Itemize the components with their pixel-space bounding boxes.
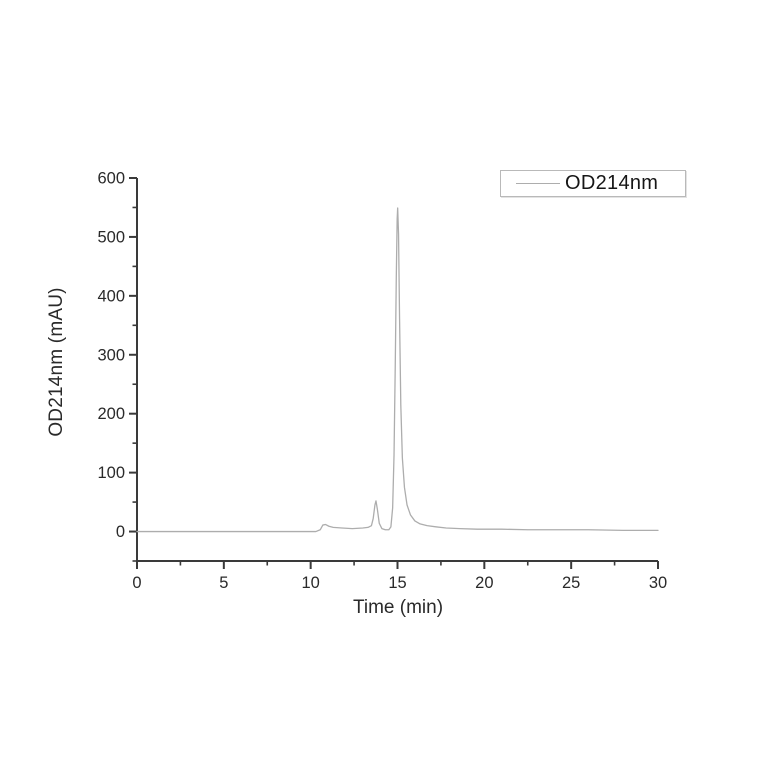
x-tick-label: 15 <box>388 574 406 592</box>
x-tick-label: 5 <box>219 574 228 592</box>
x-tick-label: 0 <box>132 574 141 592</box>
x-tick-label: 25 <box>562 574 580 592</box>
y-tick-label: 500 <box>97 228 125 246</box>
x-tick-label: 20 <box>475 574 493 592</box>
legend-label: OD214nm <box>565 172 659 194</box>
x-tick-label: 30 <box>649 574 667 592</box>
y-tick-label: 400 <box>97 287 125 305</box>
y-tick-label: 600 <box>97 170 125 188</box>
x-axis-title: Time (min) <box>352 597 444 618</box>
y-tick-label: 200 <box>97 405 125 423</box>
legend: OD214nm <box>500 170 686 197</box>
y-tick-label: 100 <box>97 464 125 482</box>
y-tick-label: 300 <box>97 346 125 364</box>
series-trace <box>136 207 659 533</box>
y-axis-title: OD214nm (mAU) <box>46 287 67 437</box>
legend-line-sample <box>516 183 560 184</box>
y-tick-label: 0 <box>116 523 125 541</box>
x-tick-label: 10 <box>301 574 319 592</box>
